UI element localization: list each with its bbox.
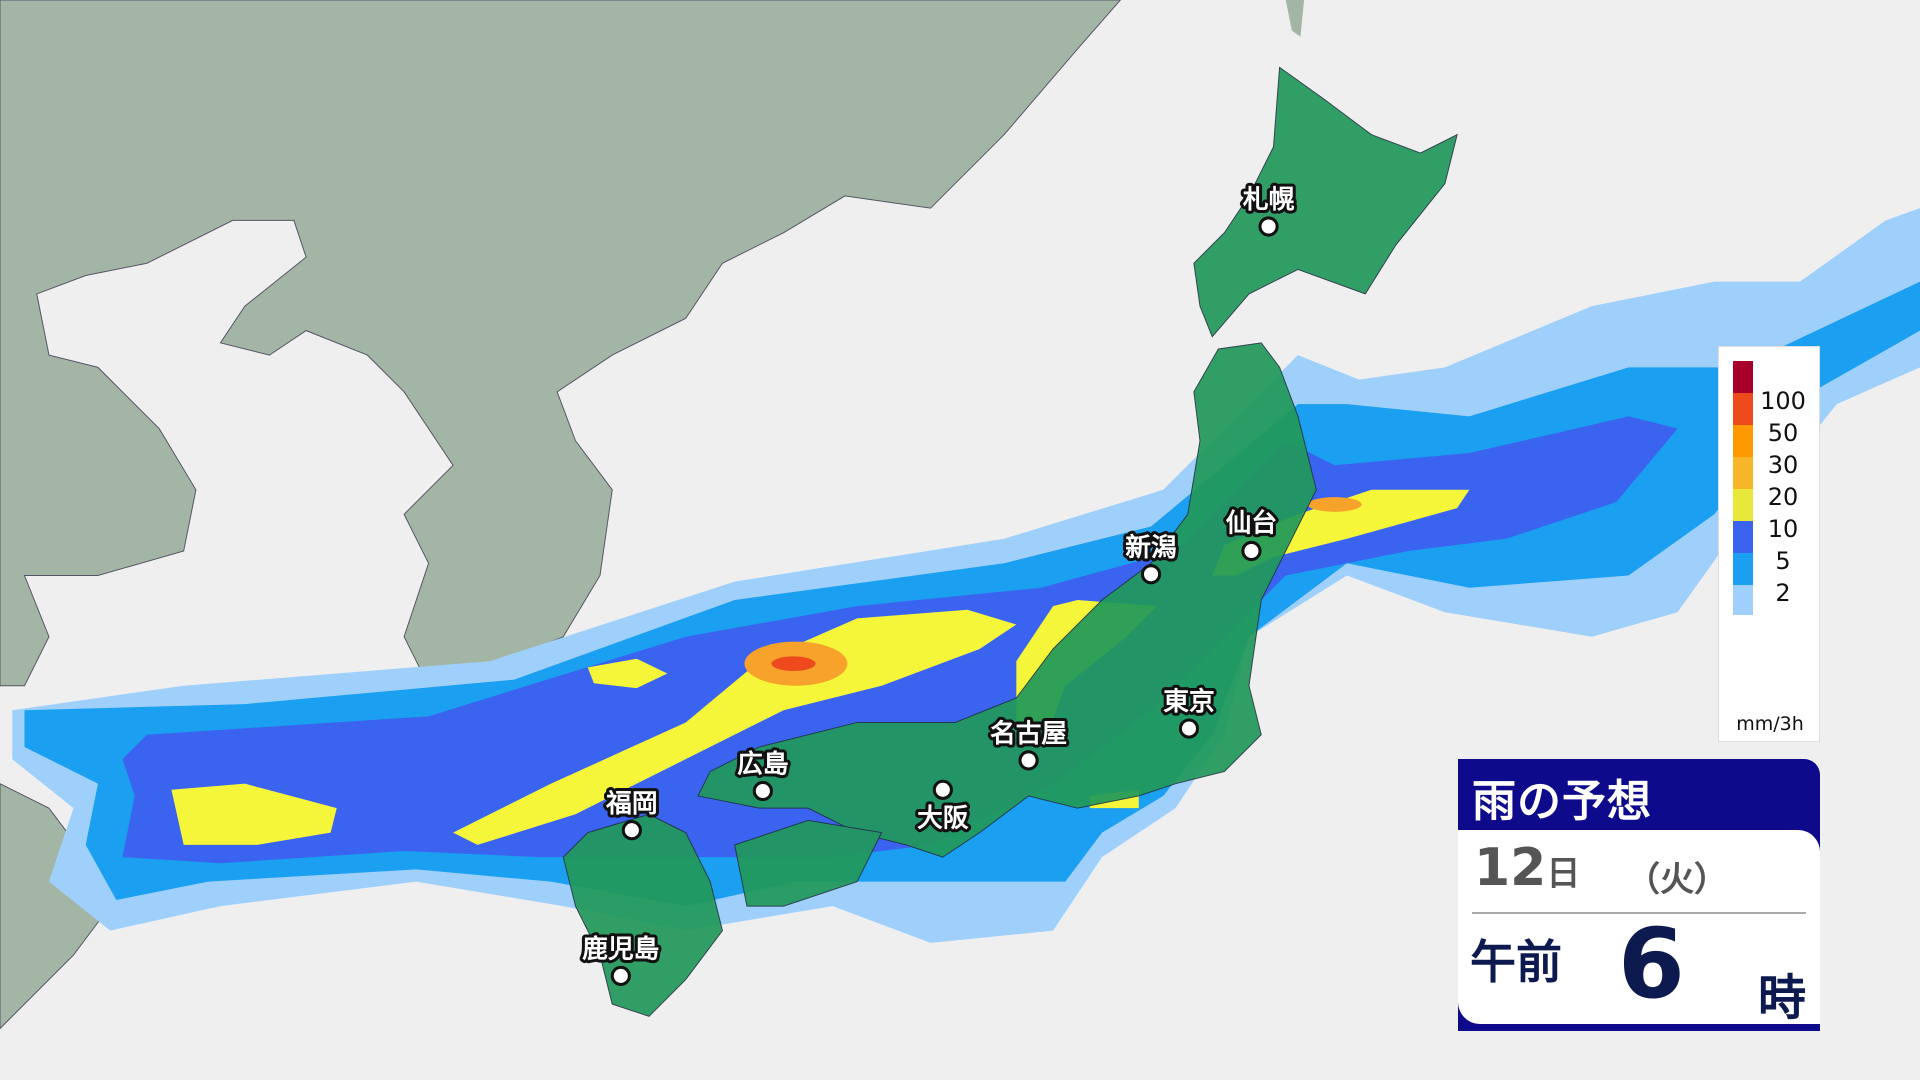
city-sendai: 仙台 [1223,504,1280,562]
city-niigata: 新潟 [1122,529,1180,585]
precipitation-legend: 100 50 30 20 10 5 2 mm/3h [1718,346,1820,742]
legend-level: 10 [1767,515,1799,543]
japan-landmass [562,66,1458,1017]
svg-text:福岡: 福岡 [605,789,657,819]
legend-level: 20 [1767,483,1799,511]
city-fukuoka: 福岡 [602,786,661,841]
city-kagoshima: 鹿児島 [579,930,662,987]
svg-text:東京: 東京 [1163,686,1214,717]
forecast-hour-unit: 時 [1758,970,1807,1026]
forecast-weekday: （火） [1626,860,1728,900]
legend-swatch [1733,393,1753,433]
svg-text:名古屋: 名古屋 [990,718,1067,749]
panel-body: 12日 （火） 午前 6 時 [1458,830,1820,1026]
svg-text:広島: 広島 [737,749,788,780]
forecast-date: 12日 [1474,838,1581,898]
legend-swatch [1733,553,1753,593]
sakhalin [1285,0,1305,37]
forecast-ampm: 午前 [1470,935,1562,989]
city-nagoya: 名古屋 [987,715,1070,771]
continent-landmass [0,0,1122,687]
rain-area [12,208,1920,943]
legend-swatch [1733,489,1753,529]
legend-unit: mm/3h [1736,713,1804,735]
city-markers: 札幌 仙台 新潟 東京 名古屋 大阪 広島 福岡 鹿児島 [579,182,1298,987]
legend-level: 5 [1775,547,1791,575]
legend-level: 2 [1775,579,1791,607]
svg-text:仙台: 仙台 [1226,507,1277,538]
svg-text:大阪: 大阪 [917,804,969,834]
legend-level: 100 [1760,387,1806,415]
legend-swatch [1733,425,1753,465]
svg-text:鹿児島: 鹿児島 [582,934,659,965]
city-tokyo: 東京 [1160,683,1218,739]
forecast-time-panel: 雨の予想 12日 （火） 午前 6 時 [1458,759,1820,1031]
legend-swatch [1733,521,1753,561]
legend-level: 50 [1767,419,1799,447]
city-osaka: 大阪 [914,779,972,837]
forecast-hour: 6 [1618,908,1685,1020]
svg-text:札幌: 札幌 [1243,185,1295,215]
legend-level: 30 [1767,451,1799,479]
city-hiroshima: 広島 [734,746,792,802]
legend-swatch [1733,361,1753,401]
svg-text:新潟: 新潟 [1125,532,1176,563]
legend-swatch [1733,585,1753,615]
china-coast [0,783,111,1030]
panel-title: 雨の予想 [1472,776,1652,827]
divider [1472,912,1806,914]
city-sapporo: 札幌 [1240,182,1298,237]
legend-swatch [1733,457,1753,497]
